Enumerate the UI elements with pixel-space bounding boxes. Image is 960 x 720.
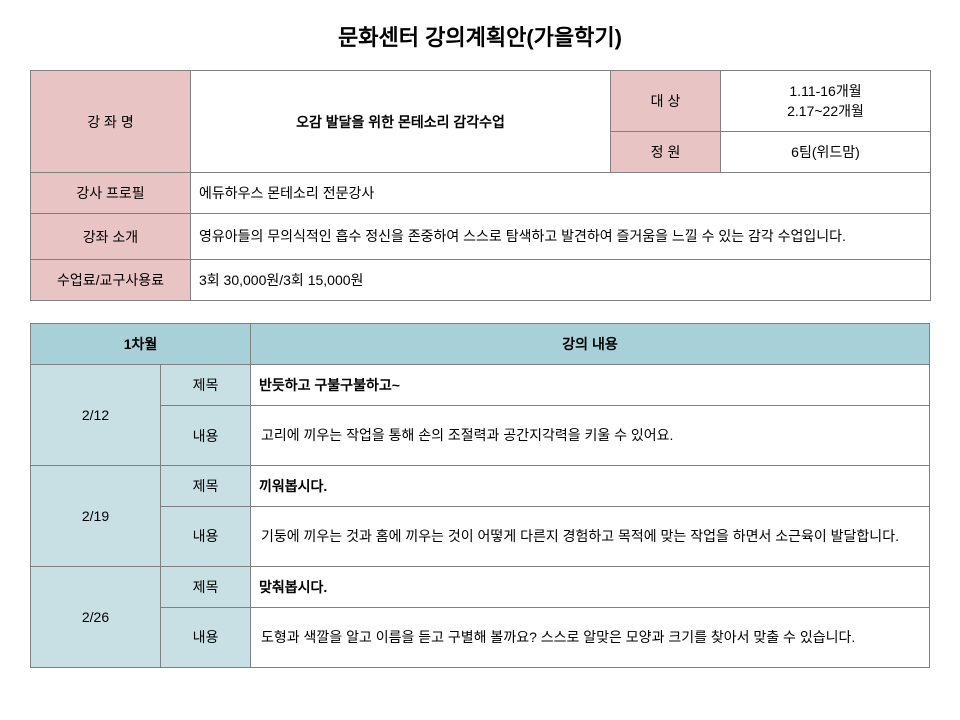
month-header: 1차월 <box>31 324 251 365</box>
date-cell: 2/19 <box>31 465 161 566</box>
target-label: 대 상 <box>611 71 721 132</box>
course-info-table: 강 좌 명 오감 발달을 위한 몬테소리 감각수업 대 상 1.11-16개월 … <box>30 70 931 301</box>
table-row: 2/19 제목 끼워봅시다. <box>31 465 930 506</box>
date-cell: 2/26 <box>31 566 161 667</box>
table-row: 내용 고리에 끼우는 작업을 통해 손의 조절력과 공간지각력을 키울 수 있어… <box>31 406 930 466</box>
table-row: 내용 도형과 색깔을 알고 이름을 듣고 구별해 볼까요? 스스로 알맞은 모양… <box>31 607 930 667</box>
intro-value: 영유아들의 무의식적인 흡수 정신을 존중하여 스스로 탐색하고 발견하여 즐거… <box>191 214 931 260</box>
page-title: 문화센터 강의계획안(가을학기) <box>30 20 930 52</box>
lesson-title: 끼워봅시다. <box>251 465 930 506</box>
lesson-desc: 도형과 색깔을 알고 이름을 듣고 구별해 볼까요? 스스로 알맞은 모양과 크… <box>251 607 930 667</box>
profile-label: 강사 프로필 <box>31 173 191 214</box>
desc-label: 내용 <box>161 406 251 466</box>
table-row: 2/26 제목 맞춰봅시다. <box>31 566 930 607</box>
table-row: 강사 프로필 에듀하우스 몬테소리 전문강사 <box>31 173 931 214</box>
table-row: 내용 기둥에 끼우는 것과 홈에 끼우는 것이 어떻게 다른지 경험하고 목적에… <box>31 506 930 566</box>
intro-label: 강좌 소개 <box>31 214 191 260</box>
table-row: 강좌 소개 영유아들의 무의식적인 흡수 정신을 존중하여 스스로 탐색하고 발… <box>31 214 931 260</box>
fee-label: 수업료/교구사용료 <box>31 260 191 301</box>
table-row: 강 좌 명 오감 발달을 위한 몬테소리 감각수업 대 상 1.11-16개월 … <box>31 71 931 132</box>
capacity-label: 정 원 <box>611 132 721 173</box>
desc-label: 내용 <box>161 506 251 566</box>
lesson-desc: 기둥에 끼우는 것과 홈에 끼우는 것이 어떻게 다른지 경험하고 목적에 맞는… <box>251 506 930 566</box>
lesson-title: 반듯하고 구불구불하고~ <box>251 365 930 406</box>
title-label: 제목 <box>161 365 251 406</box>
table-row: 2/12 제목 반듯하고 구불구불하고~ <box>31 365 930 406</box>
title-label: 제목 <box>161 465 251 506</box>
lesson-title: 맞춰봅시다. <box>251 566 930 607</box>
fee-value: 3회 30,000원/3회 15,000원 <box>191 260 931 301</box>
capacity-value: 6팀(위드맘) <box>721 132 931 173</box>
desc-label: 내용 <box>161 607 251 667</box>
profile-value: 에듀하우스 몬테소리 전문강사 <box>191 173 931 214</box>
title-label: 제목 <box>161 566 251 607</box>
lesson-desc: 고리에 끼우는 작업을 통해 손의 조절력과 공간지각력을 키울 수 있어요. <box>251 406 930 466</box>
date-cell: 2/12 <box>31 365 161 466</box>
table-row: 수업료/교구사용료 3회 30,000원/3회 15,000원 <box>31 260 931 301</box>
course-name-value: 오감 발달을 위한 몬테소리 감각수업 <box>191 71 611 173</box>
course-name-label: 강 좌 명 <box>31 71 191 173</box>
schedule-table: 1차월 강의 내용 2/12 제목 반듯하고 구불구불하고~ 내용 고리에 끼우… <box>30 323 930 667</box>
target-value: 1.11-16개월 2.17~22개월 <box>721 71 931 132</box>
table-row: 1차월 강의 내용 <box>31 324 930 365</box>
content-header: 강의 내용 <box>251 324 930 365</box>
